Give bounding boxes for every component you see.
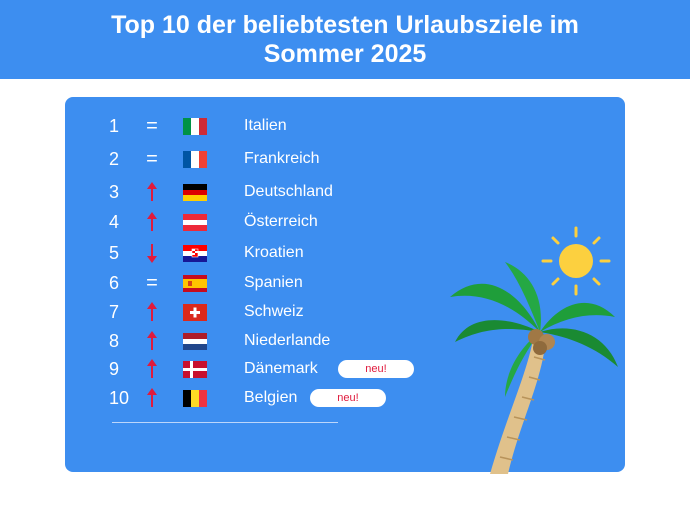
list-item: 2 = Frankreich — [65, 146, 465, 172]
flag-italy-icon — [183, 118, 207, 135]
rank-number: 3 — [109, 182, 120, 202]
flag-croatia-icon — [183, 245, 207, 262]
country-name: Frankreich — [244, 150, 320, 167]
rank-number: 9 — [109, 359, 120, 379]
new-badge: neu! — [310, 389, 386, 407]
arrow-up-icon — [143, 331, 161, 351]
arrow-up-icon — [143, 302, 161, 322]
country-name: Dänemark — [244, 360, 318, 377]
list-item: 6 = Spanien — [65, 270, 465, 296]
rank-number: 7 — [109, 302, 120, 322]
arrow-up-icon — [143, 212, 161, 232]
country-name: Spanien — [244, 274, 303, 291]
flag-netherlands-icon — [183, 333, 207, 350]
list-item: 3 Deutschland — [65, 179, 465, 205]
divider — [112, 422, 338, 423]
new-badge: neu! — [338, 360, 414, 378]
equal-icon: = — [146, 148, 158, 170]
country-name: Niederlande — [244, 332, 331, 349]
sun-icon — [541, 226, 611, 296]
list-item: 8 Niederlande — [65, 328, 465, 354]
list-item: 1 = Italien — [65, 113, 465, 139]
flag-france-icon — [183, 151, 207, 168]
flag-switzerland-icon — [183, 304, 207, 321]
flag-austria-icon — [183, 214, 207, 231]
country-name: Belgien — [244, 389, 298, 406]
rank-number: 1 — [109, 116, 120, 136]
rank-number: 6 — [109, 273, 120, 293]
header-banner: Top 10 der beliebtesten Urlaubsziele im … — [0, 0, 690, 79]
rank-number: 8 — [109, 331, 120, 351]
equal-icon: = — [146, 272, 158, 294]
arrow-up-icon — [143, 388, 161, 408]
list-item: 10 Belgien neu! — [65, 385, 465, 411]
country-name: Kroatien — [244, 244, 304, 261]
country-name: Österreich — [244, 213, 318, 230]
arrow-down-icon — [143, 243, 161, 263]
flag-spain-icon — [183, 275, 207, 292]
list-item: 9 Dänemark neu! — [65, 356, 465, 382]
list-item: 5 Kroatien — [65, 240, 465, 266]
list-item: 4 Österreich — [65, 209, 465, 235]
flag-belgium-icon — [183, 390, 207, 407]
page-title: Top 10 der beliebtesten Urlaubsziele im … — [111, 10, 579, 68]
rank-number: 2 — [109, 149, 120, 169]
flag-germany-icon — [183, 184, 207, 201]
flag-denmark-icon — [183, 361, 207, 378]
country-name: Deutschland — [244, 183, 333, 200]
arrow-up-icon — [143, 359, 161, 379]
rank-number: 4 — [109, 212, 120, 232]
equal-icon: = — [146, 115, 158, 137]
rank-number: 5 — [109, 243, 120, 263]
country-name: Schweiz — [244, 303, 304, 320]
arrow-up-icon — [143, 182, 161, 202]
rank-number: 10 — [109, 388, 130, 408]
list-item: 7 Schweiz — [65, 299, 465, 325]
palm-tree-icon — [450, 262, 618, 474]
country-name: Italien — [244, 117, 287, 134]
